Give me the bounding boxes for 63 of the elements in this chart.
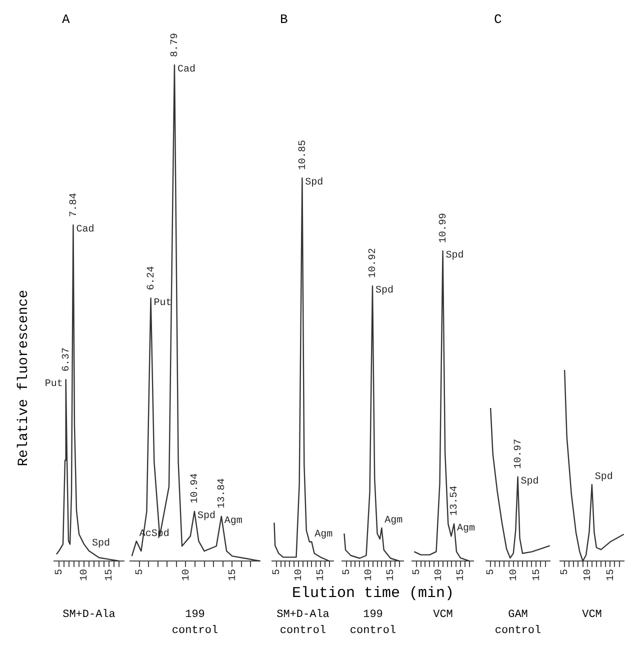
annotation: Spd	[446, 250, 464, 262]
text: SM+D-Ala	[276, 608, 330, 623]
annotation: Agm	[457, 523, 476, 534]
x-tick-label: 10	[364, 569, 376, 582]
x-tick-label: 5	[560, 569, 572, 576]
x-tick-label: 15	[228, 569, 239, 582]
x-tick-label: 10	[583, 569, 594, 582]
chart-title: A	[62, 12, 70, 27]
annotation: 13.84	[217, 478, 228, 508]
annotation: Spd	[594, 471, 613, 484]
x-tick-label: 5	[54, 569, 66, 576]
annotation: 10.99	[438, 212, 450, 243]
annotation: 6.37	[61, 348, 72, 372]
chart-title: C	[494, 12, 502, 27]
annotation: Spd	[375, 284, 394, 297]
x-axis-title: Elution time (min)	[292, 585, 454, 604]
annotation: Spd	[305, 176, 324, 189]
x-tick-label: 15	[456, 569, 468, 582]
x-tick-label: 15	[606, 569, 617, 582]
x-tick-label: 5	[412, 569, 424, 576]
y-axis-title: Relative fluorescence	[16, 290, 32, 466]
text: VCM	[433, 608, 453, 623]
x-tick-label: 10	[181, 569, 192, 582]
text: control	[350, 625, 396, 637]
annotation: Put	[44, 379, 63, 390]
x-tick-label: 10	[509, 569, 520, 582]
annotation: Spd	[92, 538, 110, 550]
x-tick-label: 5	[342, 569, 354, 576]
annotation: 10.97	[513, 438, 524, 469]
text: VCM	[582, 608, 602, 623]
text: 199	[363, 609, 383, 621]
annotation: 10.92	[368, 248, 380, 278]
annotation: 10.94	[190, 473, 202, 504]
annotation: Cad	[177, 64, 196, 76]
annotation: Agm	[384, 516, 403, 527]
text: control	[278, 624, 328, 639]
text: SM+D-Ala	[62, 608, 116, 623]
text: control	[172, 624, 218, 639]
annotation: Agm	[314, 529, 333, 540]
annotation: Spd	[520, 475, 539, 488]
text: GAM	[507, 608, 529, 623]
x-tick-label: 15	[104, 569, 116, 582]
x-tick-label: 10	[80, 569, 91, 582]
x-tick-label: 15	[532, 569, 543, 582]
text: 199	[184, 608, 206, 623]
annotation: 10.85	[298, 140, 309, 170]
x-tick-label: 5	[486, 569, 498, 576]
annotation: Put	[154, 298, 172, 309]
annotation: Cad	[76, 224, 94, 236]
chart-title: B	[280, 12, 288, 27]
x-tick-label: 10	[294, 569, 306, 582]
x-tick-label: 5	[272, 569, 284, 576]
annotation: 6.24	[146, 266, 158, 290]
annotation: 13.54	[450, 486, 461, 516]
x-tick-label: 15	[316, 569, 328, 582]
annotation: Spd	[197, 510, 216, 522]
annotation: 7.84	[68, 192, 80, 217]
x-tick-label: 5	[134, 569, 146, 576]
annotation: 8.79	[170, 32, 182, 57]
text: control	[494, 624, 542, 639]
x-tick-label: 15	[386, 569, 398, 582]
x-tick-label: 10	[434, 569, 446, 582]
annotation: Agm	[224, 516, 242, 527]
